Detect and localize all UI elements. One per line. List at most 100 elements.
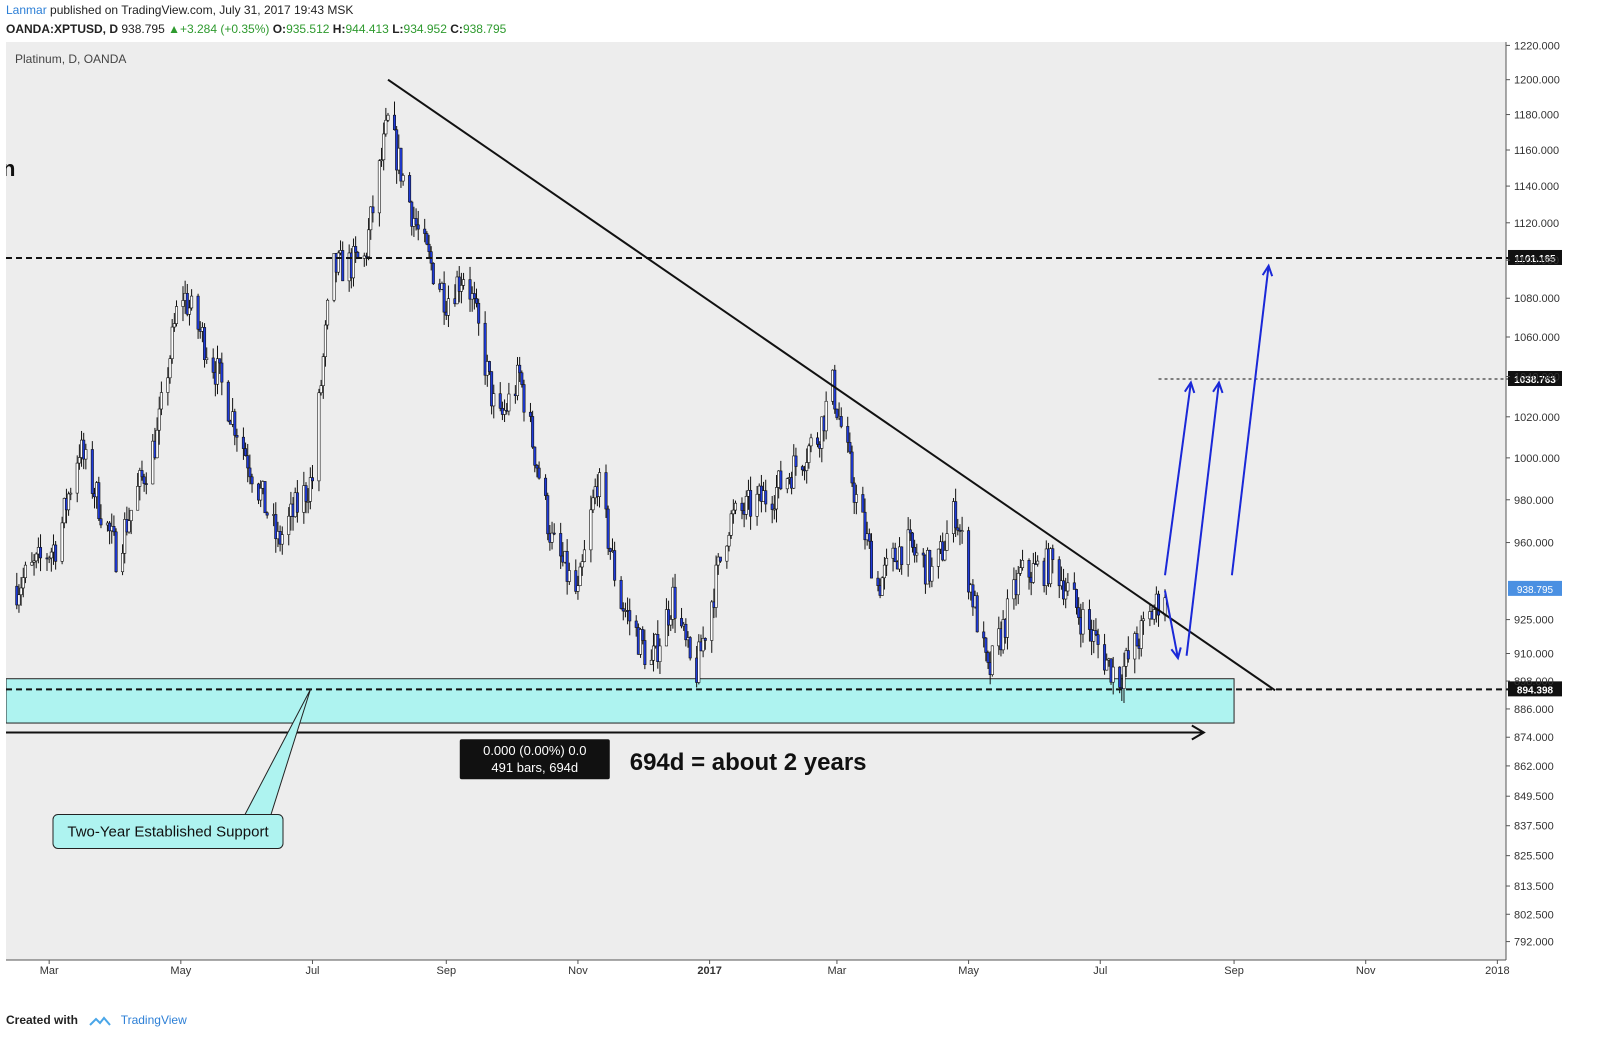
candle [138,467,142,501]
candle [967,526,971,600]
candle [915,543,919,563]
candle [906,517,910,577]
candle-body [218,358,222,364]
candle-body [211,357,215,373]
published-text: published on TradingView.com, July 31, 2… [50,3,354,17]
candle-body [425,233,429,245]
candle [908,519,912,541]
candle [425,231,429,246]
candle [23,561,27,584]
trendline[interactable] [387,78,1276,692]
candle [1141,611,1145,635]
candle [1139,615,1143,657]
candle-body [1005,598,1009,638]
candle [77,444,81,470]
candle-body [144,483,148,485]
candle [794,447,798,476]
price-chart[interactable]: 1101.165 1038.763 894.398 938.795 0.000 (0.… [2,40,1606,1002]
candle-body [982,631,986,639]
candle-body [1031,563,1035,583]
candle [39,534,43,572]
candle-body [641,629,645,641]
candle-body [921,552,925,556]
candle-body [244,448,248,456]
candle [673,573,677,633]
candle-body [869,540,873,579]
candle [32,554,36,576]
candle [47,555,51,564]
candle [377,159,381,227]
candle [472,281,476,310]
candle-body [151,440,155,485]
y-tick-label: 825.500 [1514,851,1554,863]
candle [259,480,263,508]
tradingview-link[interactable]: TradingView [120,1013,187,1027]
candle [34,552,38,569]
candle-body [518,364,522,374]
candle [552,523,556,536]
y-tick-label: 837.500 [1514,821,1554,833]
arrow-shaft [1164,382,1192,576]
candle [1111,656,1115,695]
candle [740,497,744,520]
candle [457,266,461,303]
candle [863,498,867,550]
candle-body [984,637,988,653]
candle [319,379,323,396]
candle-body [226,381,230,422]
candle-body [1066,582,1070,592]
candle-body [943,550,947,561]
measure-box [459,739,610,780]
candle-body [772,508,776,511]
candle [442,271,446,325]
candle [531,410,535,449]
candle [155,417,159,459]
candle-body [310,477,314,482]
candle-body [414,218,418,226]
candle [1072,572,1076,590]
candle-body [824,400,828,432]
candle-body [928,550,932,582]
candle [580,554,584,576]
candle [520,370,524,388]
candle-body [727,535,731,547]
candle-body [749,490,753,517]
author-link[interactable]: Lanmar [6,3,47,17]
candle [159,381,163,416]
candle [809,433,813,453]
candle-body [792,455,796,489]
candle [658,638,662,675]
candle [196,293,200,339]
candle-body [559,533,563,557]
candle [546,492,550,541]
candle [168,355,172,384]
x-tick-label: Sep [436,965,456,977]
candle [1051,544,1055,574]
high-value: 944.413 [345,22,389,36]
candle-body [639,629,643,655]
candle-body [77,457,81,464]
candle-body [680,618,684,627]
y-tick-label: 1180.000 [1514,110,1559,122]
candle [75,455,79,503]
candle [1005,589,1009,650]
candle [382,122,386,171]
candle-body [1122,665,1126,689]
candle-body [32,560,36,563]
candle-body [775,487,779,510]
candle [323,320,327,367]
candle-body [794,455,798,467]
chart-container[interactable]: 1101.165 1038.763 894.398 938.795 0.000 (0.… [2,40,1606,1002]
candle-body [490,371,494,407]
candle-body [21,577,25,589]
candle-body [319,385,323,394]
candle [664,598,668,647]
candle-body [336,252,340,273]
candle [1077,597,1081,625]
candle [321,353,325,399]
candle [157,396,161,445]
candle-body [265,512,269,516]
candle-body [159,392,163,410]
candle [468,266,472,312]
support-zone [5,678,1235,724]
